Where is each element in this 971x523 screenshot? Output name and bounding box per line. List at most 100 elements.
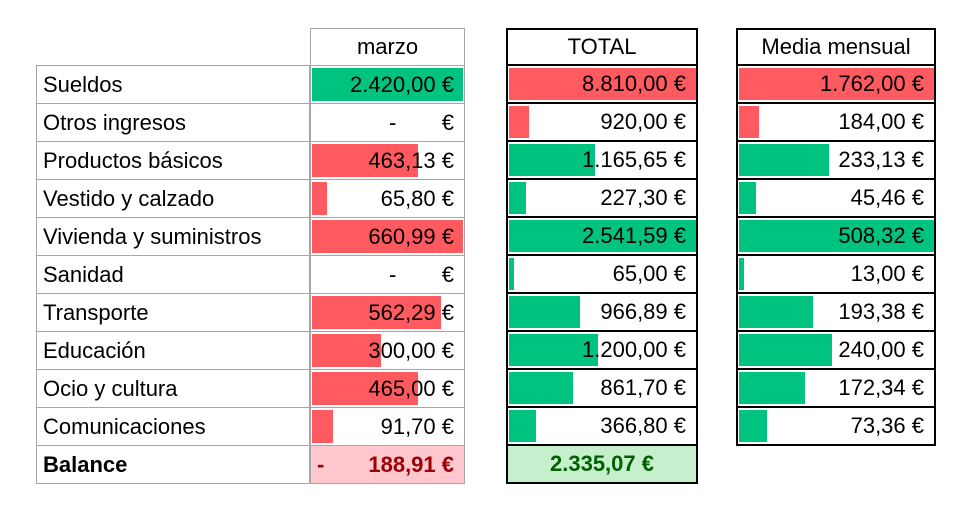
cell-value: 463,13 € <box>368 147 454 173</box>
cell-value: 300,00 € <box>368 337 454 363</box>
data-bar <box>739 68 934 100</box>
row-label[interactable]: Transporte <box>36 293 310 332</box>
cell-value: 1.762,00 € <box>820 71 924 96</box>
data-bar <box>509 334 598 366</box>
data-bar <box>509 144 595 176</box>
cell-marzo[interactable]: - € <box>310 255 465 294</box>
cell-marzo[interactable]: - € <box>310 103 465 142</box>
balance-label[interactable]: Balance <box>36 445 310 484</box>
cell-value: 562,29 € <box>368 299 454 325</box>
cell-total[interactable]: 8.810,00 € <box>506 64 698 104</box>
cell-value: Sueldos <box>43 71 123 97</box>
cell-marzo[interactable]: 463,13 € <box>310 141 465 180</box>
data-bar <box>312 182 327 215</box>
cell-value: 8.810,00 € <box>582 71 686 96</box>
data-bar <box>739 106 759 138</box>
cell-media[interactable]: 73,36 € <box>736 406 936 446</box>
dash: - <box>389 109 397 135</box>
balance-total[interactable]: 2.335,07 € <box>506 444 698 484</box>
row-label[interactable]: Ocio y cultura <box>36 369 310 408</box>
cell-media[interactable]: 184,00 € <box>736 102 936 142</box>
cell-value: 861,70 € <box>600 375 686 400</box>
cell-value: 2.541,59 € <box>582 223 686 248</box>
cell-total[interactable]: 366,80 € <box>506 406 698 446</box>
cell-value: Educación <box>43 337 146 363</box>
header-total[interactable]: TOTAL <box>506 28 698 66</box>
data-bar <box>739 410 767 442</box>
cell-media[interactable]: 45,46 € <box>736 178 936 218</box>
row-label[interactable]: Vivienda y suministros <box>36 217 310 256</box>
cell-total[interactable]: 2.541,59 € <box>506 216 698 256</box>
cell-marzo[interactable]: 65,80 € <box>310 179 465 218</box>
cell-value: 366,80 € <box>600 413 686 438</box>
cell-total[interactable]: 1.200,00 € <box>506 330 698 370</box>
data-bar <box>312 220 463 253</box>
cell-marzo[interactable]: 660,99 € <box>310 217 465 256</box>
cell-value: 65,00 € <box>612 261 686 286</box>
row-label[interactable]: Productos básicos <box>36 141 310 180</box>
cell-value: 193,38 € <box>838 299 924 324</box>
cell-total[interactable]: 861,70 € <box>506 368 698 408</box>
balance-marzo[interactable]: - 188,91 € <box>310 445 465 484</box>
cell-value: Sanidad <box>43 261 124 287</box>
row-label[interactable]: Otros ingresos <box>36 103 310 142</box>
cell-value: Productos básicos <box>43 147 223 173</box>
cell-value: Vestido y calzado <box>43 185 215 211</box>
cell-value: 91,70 € <box>380 413 454 439</box>
currency: € <box>441 109 454 135</box>
row-label[interactable]: Educación <box>36 331 310 370</box>
cell-total[interactable]: 966,89 € <box>506 292 698 332</box>
cell-value: 13,00 € <box>850 261 924 286</box>
row-label[interactable]: Sanidad <box>36 255 310 294</box>
data-bar <box>509 68 696 100</box>
cell-marzo[interactable]: 300,00 € <box>310 331 465 370</box>
cell-media[interactable]: 233,13 € <box>736 140 936 180</box>
data-bar <box>739 334 832 366</box>
cell-marzo[interactable]: 562,29 € <box>310 293 465 332</box>
cell-value: 660,99 € <box>368 223 454 249</box>
cell-value-empty: - € <box>311 262 454 288</box>
cell-media[interactable]: 508,32 € <box>736 216 936 256</box>
data-bar <box>739 296 813 328</box>
cell-media[interactable]: 13,00 € <box>736 254 936 294</box>
cell-value: 966,89 € <box>600 299 686 324</box>
data-bar <box>509 182 526 214</box>
cell-total[interactable]: 65,00 € <box>506 254 698 294</box>
cell-value: 2.420,00 € <box>350 71 454 97</box>
row-label[interactable]: Vestido y calzado <box>36 179 310 218</box>
data-bar <box>312 334 381 367</box>
cell-value: Ocio y cultura <box>43 375 178 401</box>
currency: € <box>441 261 454 287</box>
cell-value: Balance <box>43 451 128 477</box>
cell-value: 188,91 € <box>368 451 454 477</box>
cell-media[interactable]: 193,38 € <box>736 292 936 332</box>
cell-value: 172,34 € <box>838 375 924 400</box>
data-bar <box>739 372 805 404</box>
data-bar <box>739 182 756 214</box>
data-bar <box>509 106 529 138</box>
cell-total[interactable]: 227,30 € <box>506 178 698 218</box>
cell-marzo[interactable]: 2.420,00 € <box>310 65 465 104</box>
cell-media[interactable]: 172,34 € <box>736 368 936 408</box>
dash: - <box>389 261 397 287</box>
row-label[interactable]: Sueldos <box>36 65 310 104</box>
cell-value: 184,00 € <box>838 109 924 134</box>
data-bar <box>509 258 514 290</box>
row-label[interactable]: Comunicaciones <box>36 407 310 446</box>
cell-marzo[interactable]: 91,70 € <box>310 407 465 446</box>
cell-media[interactable]: 240,00 € <box>736 330 936 370</box>
data-bar <box>739 144 829 176</box>
header-media[interactable]: Media mensual <box>736 28 936 66</box>
cell-value: 227,30 € <box>600 185 686 210</box>
cell-value: Vivienda y suministros <box>43 223 262 249</box>
cell-value: 465,00 € <box>368 375 454 401</box>
data-bar <box>312 68 463 101</box>
cell-value: 1.165,65 € <box>582 147 686 172</box>
cell-marzo[interactable]: 465,00 € <box>310 369 465 408</box>
cell-value: 73,36 € <box>850 413 924 438</box>
cell-media[interactable]: 1.762,00 € <box>736 64 936 104</box>
header-marzo[interactable]: marzo <box>310 28 465 66</box>
cell-total[interactable]: 920,00 € <box>506 102 698 142</box>
cell-total[interactable]: 1.165,65 € <box>506 140 698 180</box>
